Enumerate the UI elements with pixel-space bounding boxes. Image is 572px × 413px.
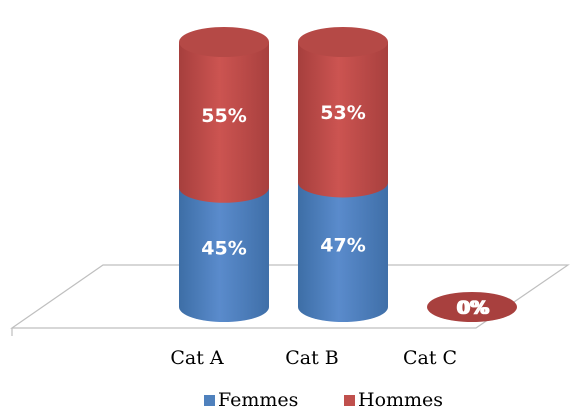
chart-floor bbox=[10, 264, 570, 329]
data-label: 0% bbox=[456, 297, 488, 319]
bar-segment bbox=[298, 182, 388, 322]
bar-segment bbox=[179, 42, 269, 203]
bar-zero-disc bbox=[427, 292, 517, 322]
bar-top-cap bbox=[179, 27, 269, 57]
data-label: 47% bbox=[320, 235, 365, 257]
bar-segment bbox=[298, 42, 388, 198]
data-label: 45% bbox=[201, 237, 246, 259]
category-label: Cat B bbox=[285, 347, 339, 369]
data-label: 55% bbox=[201, 105, 246, 127]
bar-segment bbox=[179, 187, 269, 322]
data-label: 53% bbox=[320, 102, 365, 124]
category-label: Cat A bbox=[170, 347, 224, 369]
bar-top-cap bbox=[298, 27, 388, 57]
bars-layer: 45%55%47%53%0%0% bbox=[179, 27, 517, 322]
data-label: 0% bbox=[458, 297, 490, 319]
legend-label-femmes: Femmes bbox=[218, 389, 298, 411]
legend: Femmes Hommes bbox=[204, 389, 443, 411]
legend-swatch-femmes bbox=[204, 395, 215, 406]
legend-swatch-hommes bbox=[344, 395, 355, 406]
legend-label-hommes: Hommes bbox=[358, 389, 443, 411]
category-label: Cat C bbox=[403, 347, 457, 369]
